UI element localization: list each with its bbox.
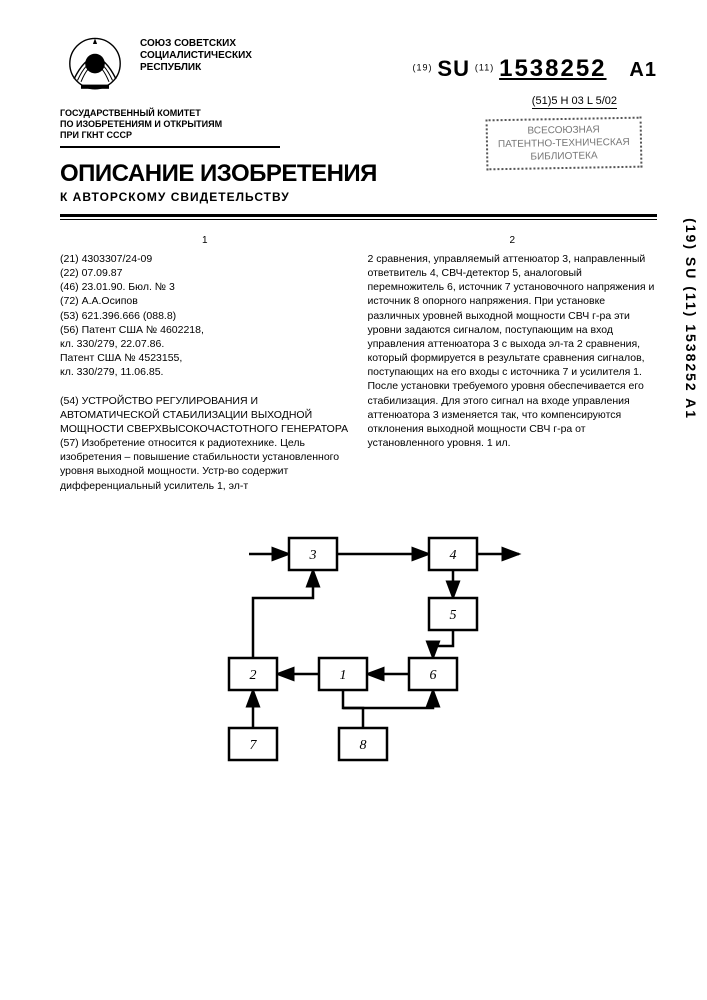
library-stamp: ВСЕСОЮЗНАЯ ПАТЕНТНО-ТЕХНИЧЕСКАЯ БИБЛИОТЕ… — [486, 117, 643, 171]
state-emblem — [60, 30, 130, 100]
column-number: 2 — [368, 234, 658, 248]
ipc-classification: (51)5 H 03 L 5/02 — [532, 95, 617, 109]
column-number: 1 — [60, 234, 350, 248]
svg-text:5: 5 — [449, 608, 456, 623]
document-subtitle: К АВТОРСКОМУ СВИДЕТЕЛЬСТВУ — [60, 190, 657, 204]
side-publication-code: (19) SU (11) 1538252 A1 — [683, 218, 699, 420]
column-right-text: 2 сравнения, управляемый аттенюатор 3, н… — [368, 252, 658, 450]
svg-text:6: 6 — [429, 668, 436, 683]
svg-text:3: 3 — [308, 548, 316, 563]
committee-name: ГОСУДАРСТВЕННЫЙ КОМИТЕТ ПО ИЗОБРЕТЕНИЯМ … — [60, 108, 280, 148]
svg-text:7: 7 — [249, 738, 257, 753]
block-diagram: 3 4 5 2 1 6 7 8 — [189, 518, 529, 778]
svg-text:1: 1 — [339, 668, 346, 683]
svg-text:2: 2 — [249, 668, 256, 683]
svg-text:4: 4 — [449, 548, 456, 563]
issuer-name: СОЮЗ СОВЕТСКИХ СОЦИАЛИСТИЧЕСКИХ РЕСПУБЛИ… — [140, 38, 252, 74]
column-right: 2 2 сравнения, управляемый аттенюатор 3,… — [368, 234, 658, 492]
title-divider — [60, 214, 657, 220]
svg-text:8: 8 — [359, 738, 366, 753]
column-left: 1 (21) 4303307/24-09 (22) 07.09.87 (46) … — [60, 234, 350, 492]
column-left-text: (21) 4303307/24-09 (22) 07.09.87 (46) 23… — [60, 252, 350, 493]
publication-code: (19) SU (11) 1538252 A1 — [413, 55, 658, 83]
